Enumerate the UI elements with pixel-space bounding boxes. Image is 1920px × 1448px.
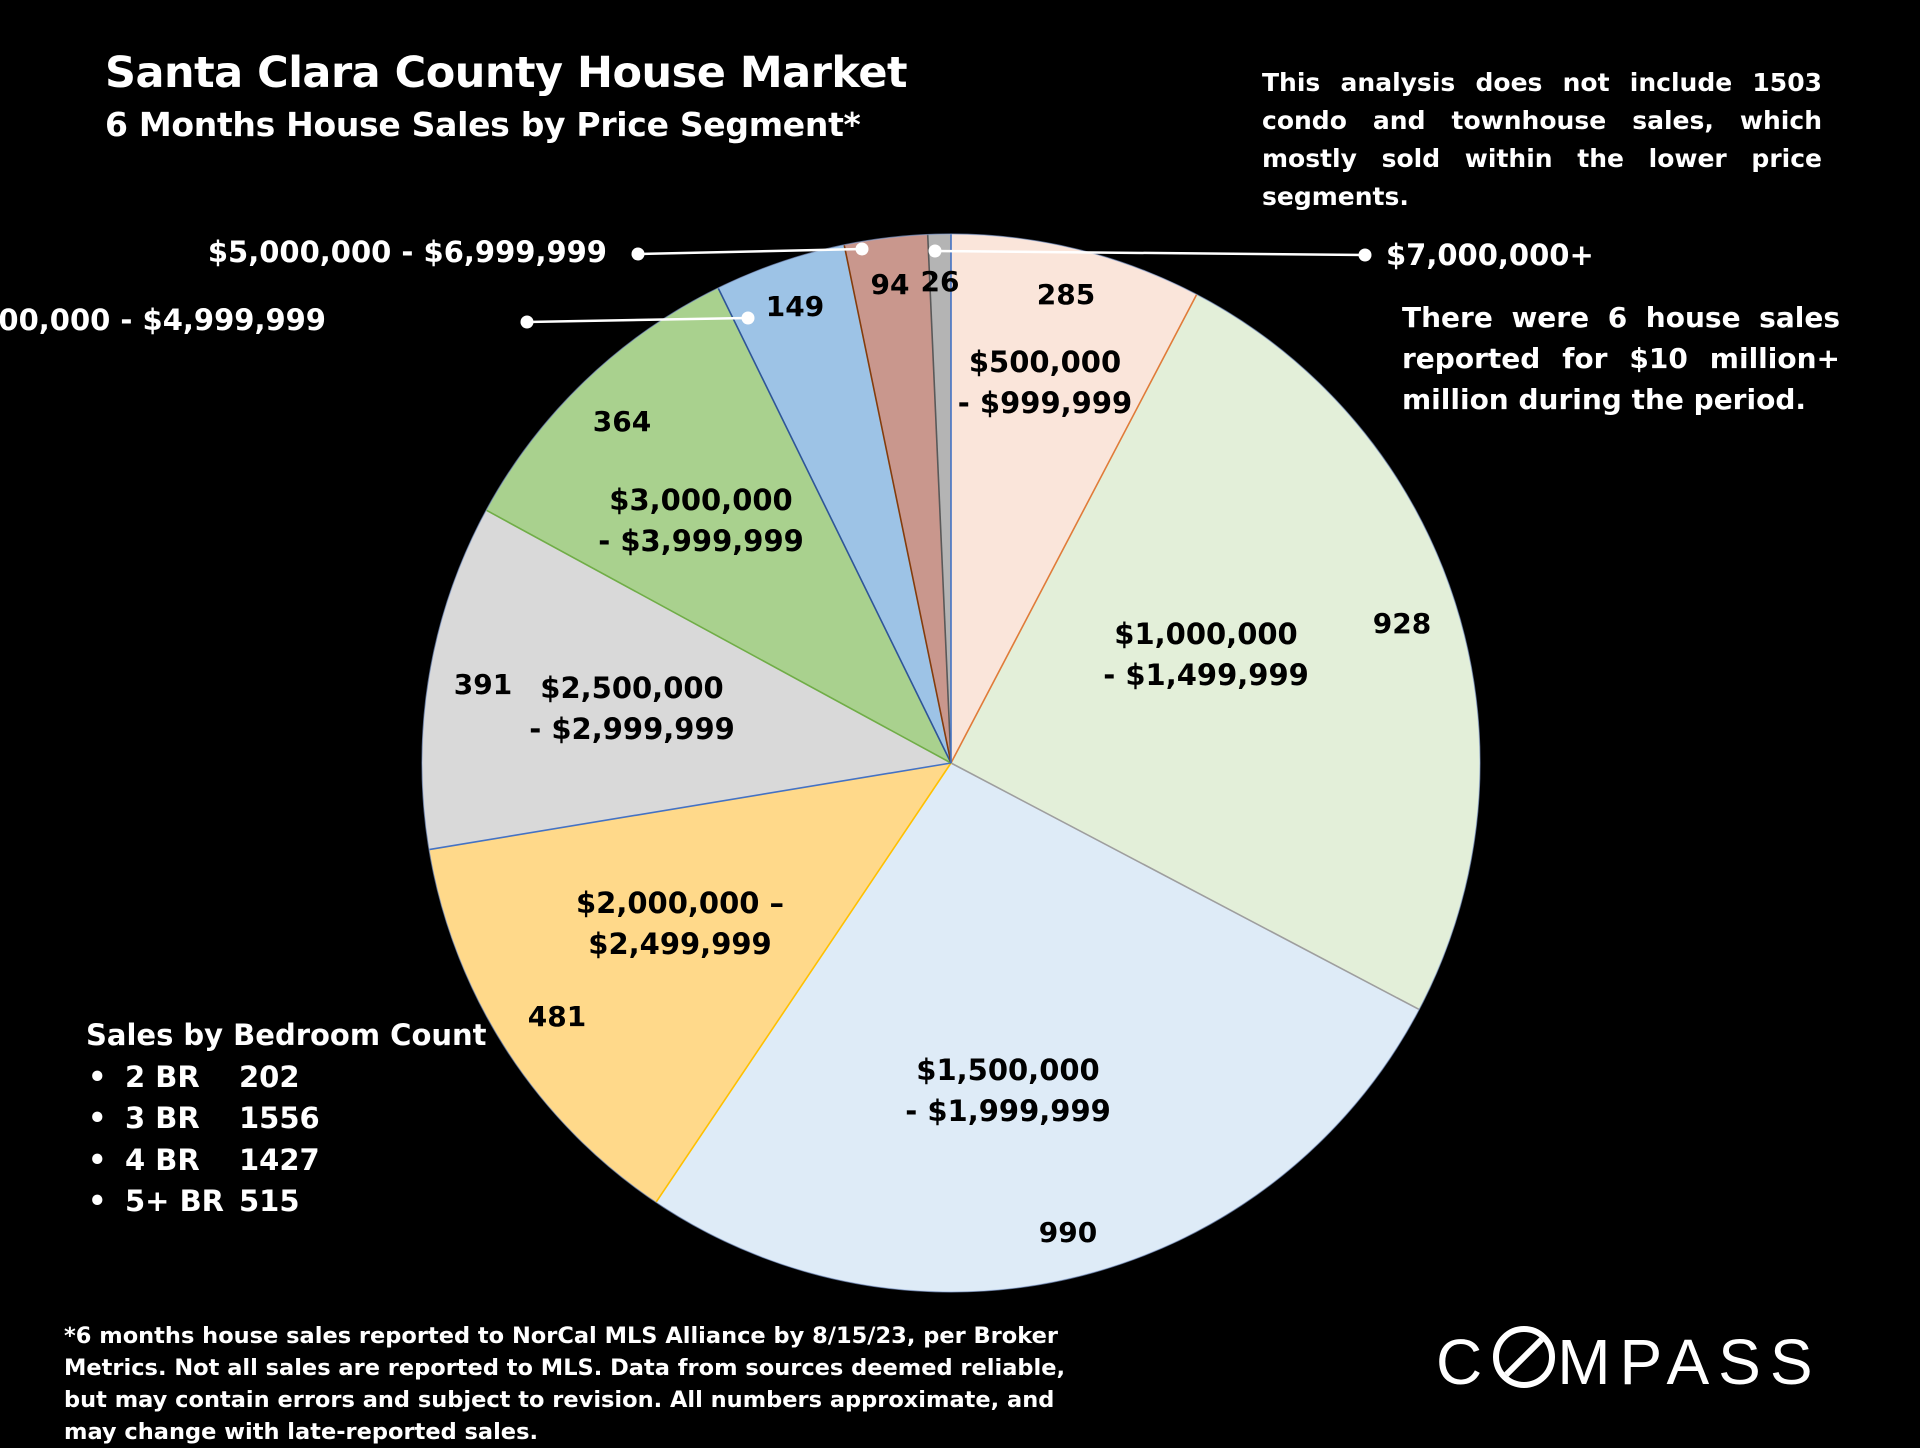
value-label: 990 (1039, 1216, 1097, 1249)
logo-text-start: C (1436, 1326, 1492, 1398)
pie-slice (486, 288, 951, 763)
slice-boundary (717, 287, 952, 764)
leader-dot (631, 247, 645, 261)
bedroom-item: • 3 BR 1556 (86, 1098, 487, 1140)
leader-dot (928, 244, 942, 258)
value-label: 364 (593, 405, 651, 438)
value-label: 285 (1037, 278, 1095, 311)
compass-o-icon (1493, 1326, 1556, 1388)
bedroom-value: 515 (239, 1184, 300, 1219)
slice-boundary (843, 244, 952, 764)
bedroom-value: 1556 (239, 1101, 320, 1136)
slice-boundary (950, 762, 1420, 1011)
bullet-icon: • (88, 1142, 107, 1177)
category-label: $7,000,000+ (1386, 238, 1594, 272)
slice-boundary (428, 762, 952, 851)
chart-subtitle: 6 Months House Sales by Price Segment* (105, 105, 861, 144)
category-label: - $3,999,999 (598, 524, 804, 558)
category-label: - $1,999,999 (905, 1094, 1111, 1128)
slice-boundary (926, 234, 952, 764)
pie-slice (951, 234, 1197, 763)
pie-outline (421, 233, 1481, 1293)
value-label: 149 (766, 290, 824, 323)
bedroom-value: 1427 (239, 1142, 320, 1177)
bullet-icon: • (88, 1059, 107, 1094)
bedroom-item: • 2 BR 202 (86, 1056, 487, 1098)
leader-dot (1358, 248, 1372, 262)
value-label: 391 (454, 668, 512, 701)
pie-labels: $500,000 - $999,999 285 $1,000,000 - $1,499,… (0, 235, 1594, 1249)
pie-slice (429, 763, 951, 1203)
category-label: $2,000,000 – (576, 886, 784, 920)
category-label: - $2,999,999 (529, 712, 735, 746)
bedroom-label: 2 BR (125, 1059, 200, 1094)
category-label: $5,000,000 - $6,999,999 (208, 235, 607, 269)
category-label: $500,000 (969, 345, 1121, 379)
ten-million-note: There were 6 house sales reported for $1… (1402, 301, 1840, 416)
compass-logo: C MPASS (1436, 1325, 1822, 1399)
value-label: 928 (1373, 607, 1431, 640)
bedroom-label: 5+ BR (125, 1184, 225, 1219)
pie-slice (951, 294, 1481, 1010)
category-label: - $999,999 (958, 386, 1132, 420)
bullet-icon: • (88, 1184, 107, 1219)
category-label: $1,500,000 (916, 1053, 1099, 1087)
category-label: $4,000,000 - $4,999,999 (0, 303, 326, 337)
category-label: $2,499,999 (588, 927, 771, 961)
category-label: $1,000,000 (1114, 617, 1297, 651)
chart-title: Santa Clara County House Market (105, 48, 908, 98)
leader-dot (741, 311, 755, 325)
condo-exclusion-note: This analysis does not include 1503 cond… (1262, 68, 1822, 211)
leader-line (526, 316, 749, 324)
leader-line (934, 249, 1366, 257)
category-label: - $1,499,999 (1103, 658, 1309, 692)
bullet-icon: • (88, 1101, 107, 1136)
category-label: $3,000,000 (609, 483, 792, 517)
leader-dot (855, 242, 869, 256)
bedroom-count-summary: Sales by Bedroom Count • 2 BR 202 • 3 BR 155… (86, 1018, 487, 1222)
bedroom-value: 202 (239, 1059, 300, 1094)
slice-boundary (950, 294, 1198, 764)
slice-boundary (485, 509, 952, 764)
pie-slice (656, 763, 1420, 1293)
value-label: 26 (921, 265, 960, 298)
bedroom-item: • 5+ BR 515 (86, 1181, 487, 1223)
leader-dot (520, 315, 534, 329)
pie-slice (422, 510, 951, 850)
leader-line (637, 247, 863, 256)
pie-slice (718, 244, 951, 763)
footnote: *6 months house sales reported to NorCal… (64, 1323, 1066, 1445)
slice-boundary (655, 762, 952, 1203)
bedroom-label: 4 BR (125, 1142, 200, 1177)
bedroom-label: 3 BR (125, 1101, 200, 1136)
logo-text-end: MPASS (1557, 1326, 1822, 1398)
value-label: 481 (528, 1000, 586, 1033)
bedroom-item: • 4 BR 1427 (86, 1139, 487, 1181)
bedroom-summary-title: Sales by Bedroom Count (86, 1018, 487, 1052)
value-label: 94 (871, 268, 910, 301)
category-label: $2,500,000 (540, 671, 723, 705)
slice-boundaries (428, 234, 1420, 1203)
bedroom-list: • 2 BR 202 • 3 BR 1556 • 4 BR 1427 • 5+ BR 515 (86, 1056, 487, 1222)
